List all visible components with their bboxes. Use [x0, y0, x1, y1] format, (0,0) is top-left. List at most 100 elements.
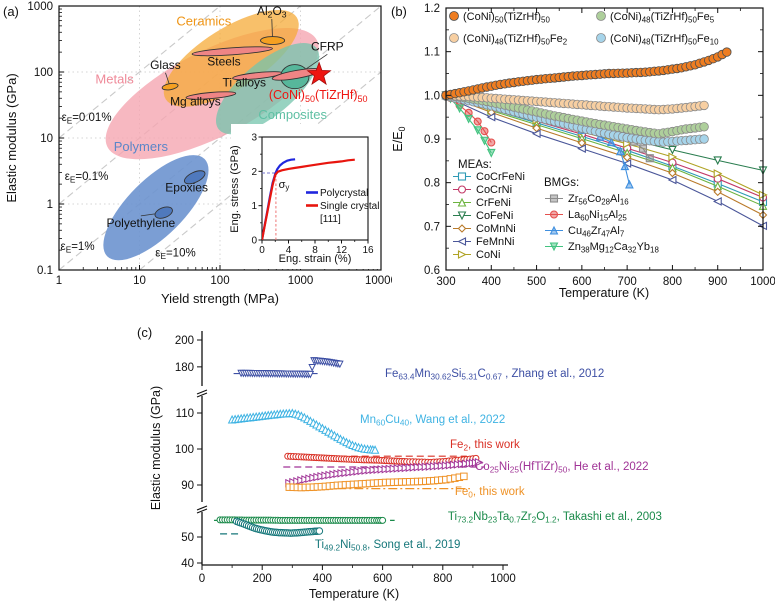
svg-text:4: 4	[286, 245, 292, 256]
top-legend: (CoNi)50(TiZrHf)50 (CoNi)48(TiZrHf)50Fe2 (…	[449, 11, 719, 46]
item-label-polyethylene: Polyethylene	[107, 216, 176, 230]
item-mg-alloys	[185, 91, 237, 100]
svg-text:0.6: 0.6	[424, 265, 440, 277]
inset-legend-1: Single crystal	[320, 201, 379, 212]
item-label-al2o3: Al2O3	[257, 4, 287, 20]
material-items	[154, 36, 322, 219]
svg-text:200: 200	[253, 573, 272, 585]
label-zhang: Fe63.4Mn30.62Si5.31C0.67 , Zhang et al.,…	[385, 368, 604, 382]
label-fe0: Fe0, this work	[455, 486, 525, 500]
item-label-glass: Glass	[150, 58, 181, 72]
svg-text:0: 0	[251, 236, 257, 247]
svg-text:1000: 1000	[288, 275, 314, 287]
modulus-ratio-plot: 300 400 500 600 700 800 900 1000 0.6 0.7 0.8 0.9 1.0…	[391, 3, 775, 300]
star-label: (CoNi)50(TiZrHf)50	[269, 88, 368, 104]
inset-series-1	[262, 158, 355, 240]
svg-text:0.7: 0.7	[424, 221, 440, 233]
label-he: Co25Ni25(HfTiZr)50, He et al., 2022	[475, 461, 649, 475]
region-label-composites: Composites	[258, 107, 327, 122]
svg-text:180: 180	[175, 362, 194, 374]
svg-text:1: 1	[251, 201, 257, 212]
item-label-mg-alloys: Mg alloys	[170, 95, 221, 109]
ashby-chart: Metals Ceramics Composites Polymers Al2O3 Gla…	[4, 1, 392, 306]
svg-text:100: 100	[34, 67, 53, 79]
svg-text:0: 0	[199, 573, 205, 585]
svg-text:100: 100	[175, 444, 194, 456]
legend-CoCrNi: CoCrNi	[476, 184, 512, 196]
svg-text:600: 600	[572, 276, 591, 288]
series-Fe2	[441, 90, 709, 115]
series-song	[232, 517, 324, 537]
svg-text:200: 200	[175, 335, 194, 347]
sigma-y-label: σy	[279, 179, 290, 192]
panel-a-label: (a)	[3, 4, 19, 19]
panel-b-label: (b)	[391, 4, 407, 19]
x-axis-title: Temperature (K)	[309, 587, 399, 601]
svg-text:400: 400	[313, 573, 332, 585]
series-zhang	[237, 357, 344, 379]
star-marker	[306, 61, 332, 86]
svg-text:100: 100	[210, 275, 229, 287]
svg-text:500: 500	[527, 276, 546, 288]
panel-c-label: (c)	[137, 325, 153, 340]
svg-text:10: 10	[40, 133, 53, 145]
label-takashi: Ti73.2Nb23Ta0.7Zr2O1.2, Takashi et al., …	[448, 511, 662, 524]
svg-text:700: 700	[618, 276, 637, 288]
svg-text:1000: 1000	[750, 276, 775, 288]
svg-text:0: 0	[259, 245, 265, 256]
legend-title-1: BMGs:	[544, 177, 579, 189]
x-axis-title: Yield strength (MPa)	[161, 291, 279, 306]
svg-text:40: 40	[181, 558, 194, 570]
svg-text:1000: 1000	[27, 1, 53, 13]
inset-y-title: Eng. stress (GPa)	[229, 145, 241, 232]
inset-legend-0: Polycrystal	[320, 188, 368, 199]
series	[216, 357, 484, 537]
ashby-plot: Metals Ceramics Composites Polymers Al2O3 Gla…	[4, 1, 392, 306]
legend-Zn38Mg12Ca32Yb18: Zn38Mg12Ca32Yb18	[568, 241, 659, 254]
svg-text:16: 16	[362, 245, 374, 256]
legend-Fe5: (CoNi)48(TiZrHf)50Fe5	[610, 11, 715, 24]
legend-Fe2: (CoNi)48(TiZrHf)50Fe2	[463, 33, 567, 46]
item-polyethylene	[154, 206, 173, 219]
y-axis-title: Elastic modulus (GPa)	[149, 386, 163, 510]
item-label-ti-alloys: Ti alloys	[222, 76, 266, 90]
x-axis-title: Temperature (K)	[559, 286, 649, 300]
svg-text:50: 50	[181, 532, 194, 544]
inset-legend-2: [111]	[320, 214, 341, 225]
strain-label-3: εE=10%	[155, 248, 195, 262]
axes: 300 400 500 600 700 800 900 1000 0.6 0.7 0.8 0.9 1.0…	[391, 3, 775, 300]
svg-text:10: 10	[133, 275, 146, 287]
svg-text:12: 12	[336, 245, 348, 256]
svg-text:1000: 1000	[490, 573, 516, 585]
legend-CoMnNi: CoMnNi	[476, 223, 516, 235]
axes: 0 200 400 600 800 1000 40 50 90 100 110 180 200 Tempe…	[149, 331, 516, 601]
svg-text:3: 3	[251, 133, 257, 144]
item-label-cfrp: CFRP	[311, 39, 344, 53]
strain-label-0: εE=0.01%	[62, 112, 112, 126]
series-CoNi50-TiZrHf50	[441, 47, 732, 101]
item-steels	[191, 46, 273, 57]
svg-text:400: 400	[482, 276, 501, 288]
svg-text:0.9: 0.9	[424, 134, 440, 146]
legend-La60Ni15Al25: La60Ni15Al25	[568, 209, 627, 222]
svg-text:600: 600	[373, 573, 392, 585]
modulus-ratio-chart: 300 400 500 600 700 800 900 1000 0.6 0.7 0.8 0.9 1.0…	[391, 3, 775, 300]
legend-CoNi: CoNi	[476, 249, 500, 261]
region-label-metals: Metals	[95, 71, 134, 86]
item-epoxies	[183, 170, 206, 185]
svg-text:1.0: 1.0	[424, 90, 440, 102]
label-fe2: Fe2, this work	[450, 439, 520, 453]
legend-CoNi50-TiZrHf50: (CoNi)50(TiZrHf)50	[463, 11, 550, 24]
series-he	[285, 458, 484, 488]
reference-lines	[214, 372, 485, 535]
svg-text:800: 800	[433, 573, 452, 585]
legend-group-0: MEAs:CoCrFeNiCoCrNiCrFeNiCoFeNiCoMnNiFeM…	[453, 159, 525, 261]
legend-FeMnNi: FeMnNi	[476, 236, 515, 248]
series-fe0	[285, 472, 468, 492]
region-label-ceramics: Ceramics	[176, 13, 231, 28]
series-wang	[227, 408, 380, 454]
label-wang: Mn60Cu40, Wang et al., 2022	[360, 414, 505, 428]
svg-text:2: 2	[251, 167, 257, 178]
